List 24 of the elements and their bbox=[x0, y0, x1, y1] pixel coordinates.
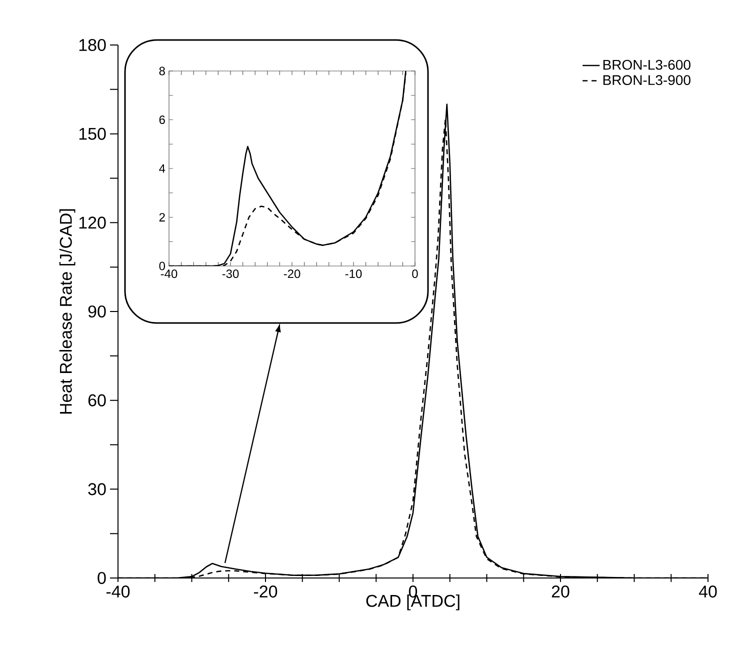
x-tick-label: 40 bbox=[698, 586, 717, 598]
x-tick-label: 20 bbox=[552, 586, 570, 598]
y-tick-label: 8 bbox=[159, 66, 165, 76]
y-tick-label: 30 bbox=[88, 483, 106, 496]
y-tick-label: 60 bbox=[88, 394, 106, 406]
y-axis-title: Heat Release Rate [J/CAD] bbox=[59, 209, 76, 414]
y-tick-label: 90 bbox=[88, 305, 106, 318]
y-tick-label: 180 bbox=[79, 38, 106, 52]
x-tick-label: -10 bbox=[345, 270, 362, 278]
legend-label: BRON-L3-900 bbox=[603, 75, 690, 86]
y-tick-label: 0 bbox=[98, 572, 106, 584]
x-tick-label: -20 bbox=[284, 270, 300, 278]
x-tick-label: -30 bbox=[222, 270, 239, 278]
y-tick-label: 150 bbox=[79, 128, 106, 140]
x-tick-label: -40 bbox=[160, 270, 178, 278]
x-tick-label: 0 bbox=[412, 270, 418, 278]
y-tick-label: 0 bbox=[159, 262, 166, 270]
y-tick-label: 6 bbox=[159, 116, 165, 124]
legend-label: BRON-L3-600 bbox=[603, 60, 690, 70]
x-tick-label: -40 bbox=[106, 586, 130, 598]
y-tick-label: 4 bbox=[159, 164, 166, 173]
x-tick-label: -20 bbox=[254, 586, 278, 598]
y-tick-label: 120 bbox=[79, 216, 106, 229]
y-tick-label: 2 bbox=[159, 213, 165, 222]
